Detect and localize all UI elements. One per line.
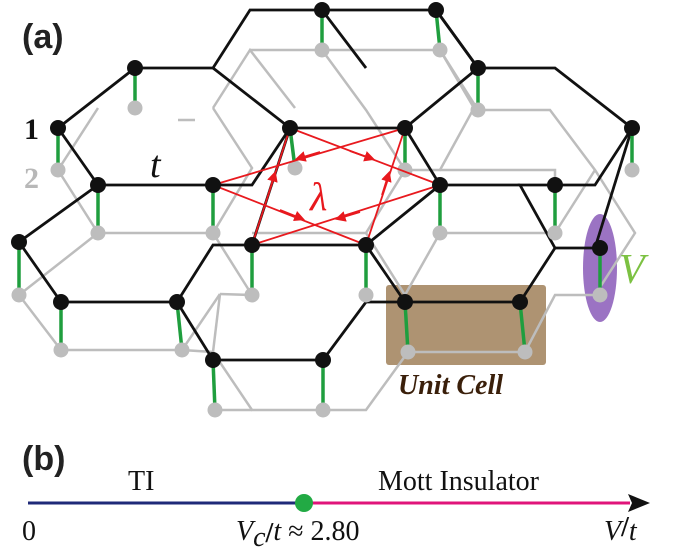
bottom-layer-sites	[11, 42, 640, 418]
soc-arrowheads	[267, 150, 392, 222]
top-layer-sites	[11, 2, 640, 368]
mott-label: Mott Insulator	[378, 466, 540, 497]
unit-cell-box	[386, 285, 546, 365]
critical-v: V	[236, 516, 256, 547]
panel-b-label: (b)	[22, 440, 65, 478]
axis-arrowhead	[628, 494, 650, 512]
origin-label: 0	[22, 516, 36, 547]
soc-lambda-label: λ	[309, 174, 327, 219]
panel-a-label: (a)	[22, 18, 64, 56]
critical-t: t	[273, 516, 282, 547]
unit-cell-label: Unit Cell	[398, 370, 503, 401]
axis-t: t	[629, 516, 638, 547]
hopping-t-label: t	[150, 144, 162, 186]
layer-2-label: 2	[24, 162, 39, 195]
axis-label: V/t	[604, 512, 638, 547]
critical-sub: c	[253, 522, 266, 553]
ti-label: TI	[128, 466, 154, 497]
critical-point	[295, 494, 313, 512]
critical-slash: /	[265, 518, 275, 549]
critical-number: ≈ 2.80	[281, 516, 359, 547]
layer-1-label: 1	[24, 113, 39, 146]
axis-v: V	[604, 516, 624, 547]
axis-slash: /	[620, 512, 630, 543]
interlayer-v-label: V	[619, 247, 649, 293]
critical-value-label: Vc/t ≈ 2.80	[236, 516, 359, 553]
